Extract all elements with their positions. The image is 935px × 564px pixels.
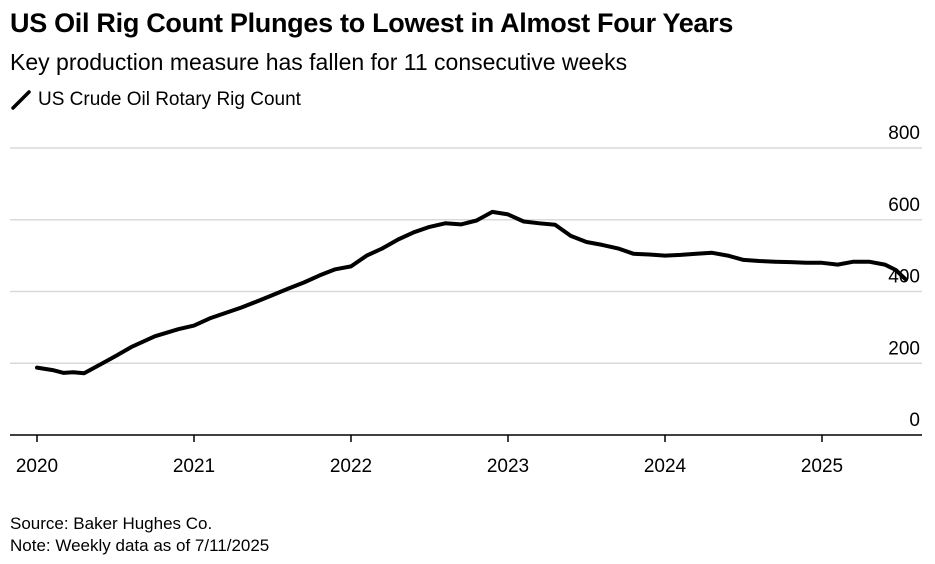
chart-subtitle: Key production measure has fallen for 11… <box>10 49 628 75</box>
data-note: Note: Weekly data as of 7/11/2025 <box>10 536 270 555</box>
x-tick-label: 2023 <box>487 456 529 477</box>
x-tick-label: 2024 <box>644 456 687 477</box>
x-tick-label: 2020 <box>16 456 58 477</box>
y-tick-label: 800 <box>888 123 920 144</box>
x-tick-label: 2022 <box>330 456 372 477</box>
series-line-rig-count <box>35 209 908 376</box>
legend: US Crude Oil Rotary Rig Count <box>10 89 301 111</box>
x-tick-label: 2021 <box>173 456 215 477</box>
y-tick-label: 200 <box>888 338 920 359</box>
source-note: Source: Baker Hughes Co. <box>10 514 213 533</box>
y-tick-label: 600 <box>888 195 920 216</box>
chart-title: US Oil Rig Count Plunges to Lowest in Al… <box>10 8 734 38</box>
y-tick-label: 0 <box>909 410 920 431</box>
x-tick-label: 2025 <box>801 456 843 477</box>
slash-line-icon <box>11 90 31 110</box>
chart-footer: Source: Baker Hughes Co. Note: Weekly da… <box>10 513 269 557</box>
legend-label: US Crude Oil Rotary Rig Count <box>38 89 301 110</box>
